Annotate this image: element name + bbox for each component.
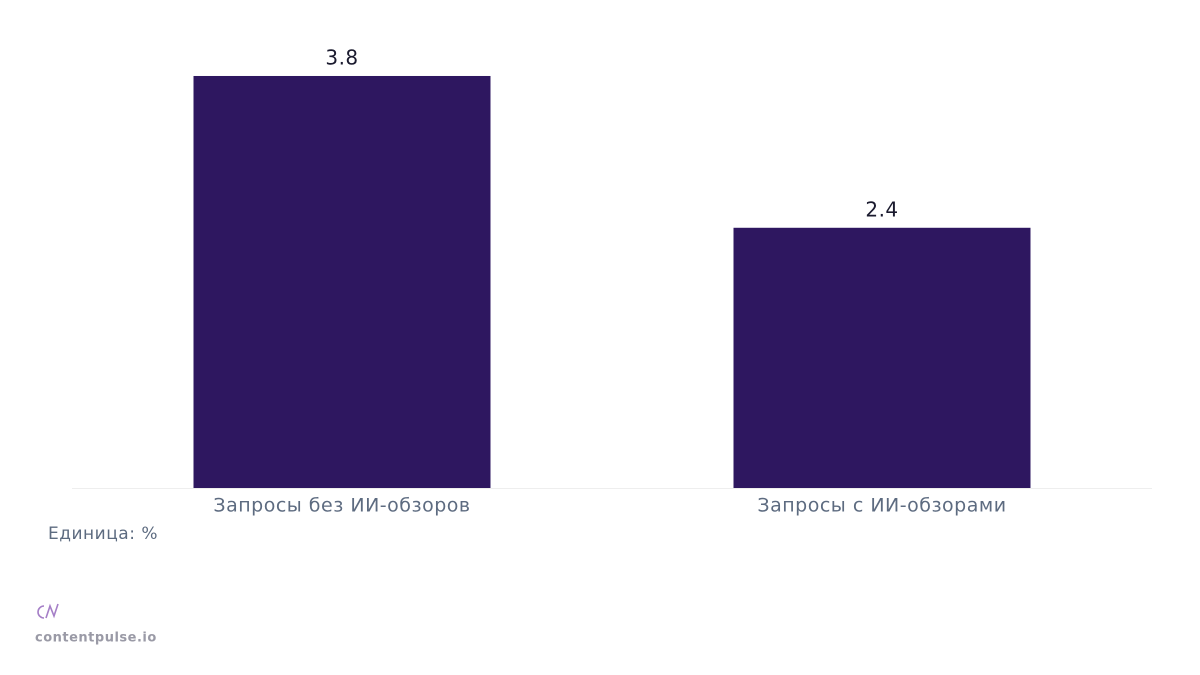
bar xyxy=(193,75,491,489)
x-tick-label: Запросы с ИИ-обзорами xyxy=(757,495,1006,517)
bar xyxy=(733,227,1031,488)
unit-note: Единица: % xyxy=(48,524,158,544)
value-label: 2.4 xyxy=(865,197,898,221)
value-label: 3.8 xyxy=(325,45,358,69)
source-label: contentpulse.io xyxy=(35,631,157,646)
x-tick-label: Запросы без ИИ-обзоров xyxy=(213,495,470,517)
logo-icon xyxy=(37,603,59,619)
